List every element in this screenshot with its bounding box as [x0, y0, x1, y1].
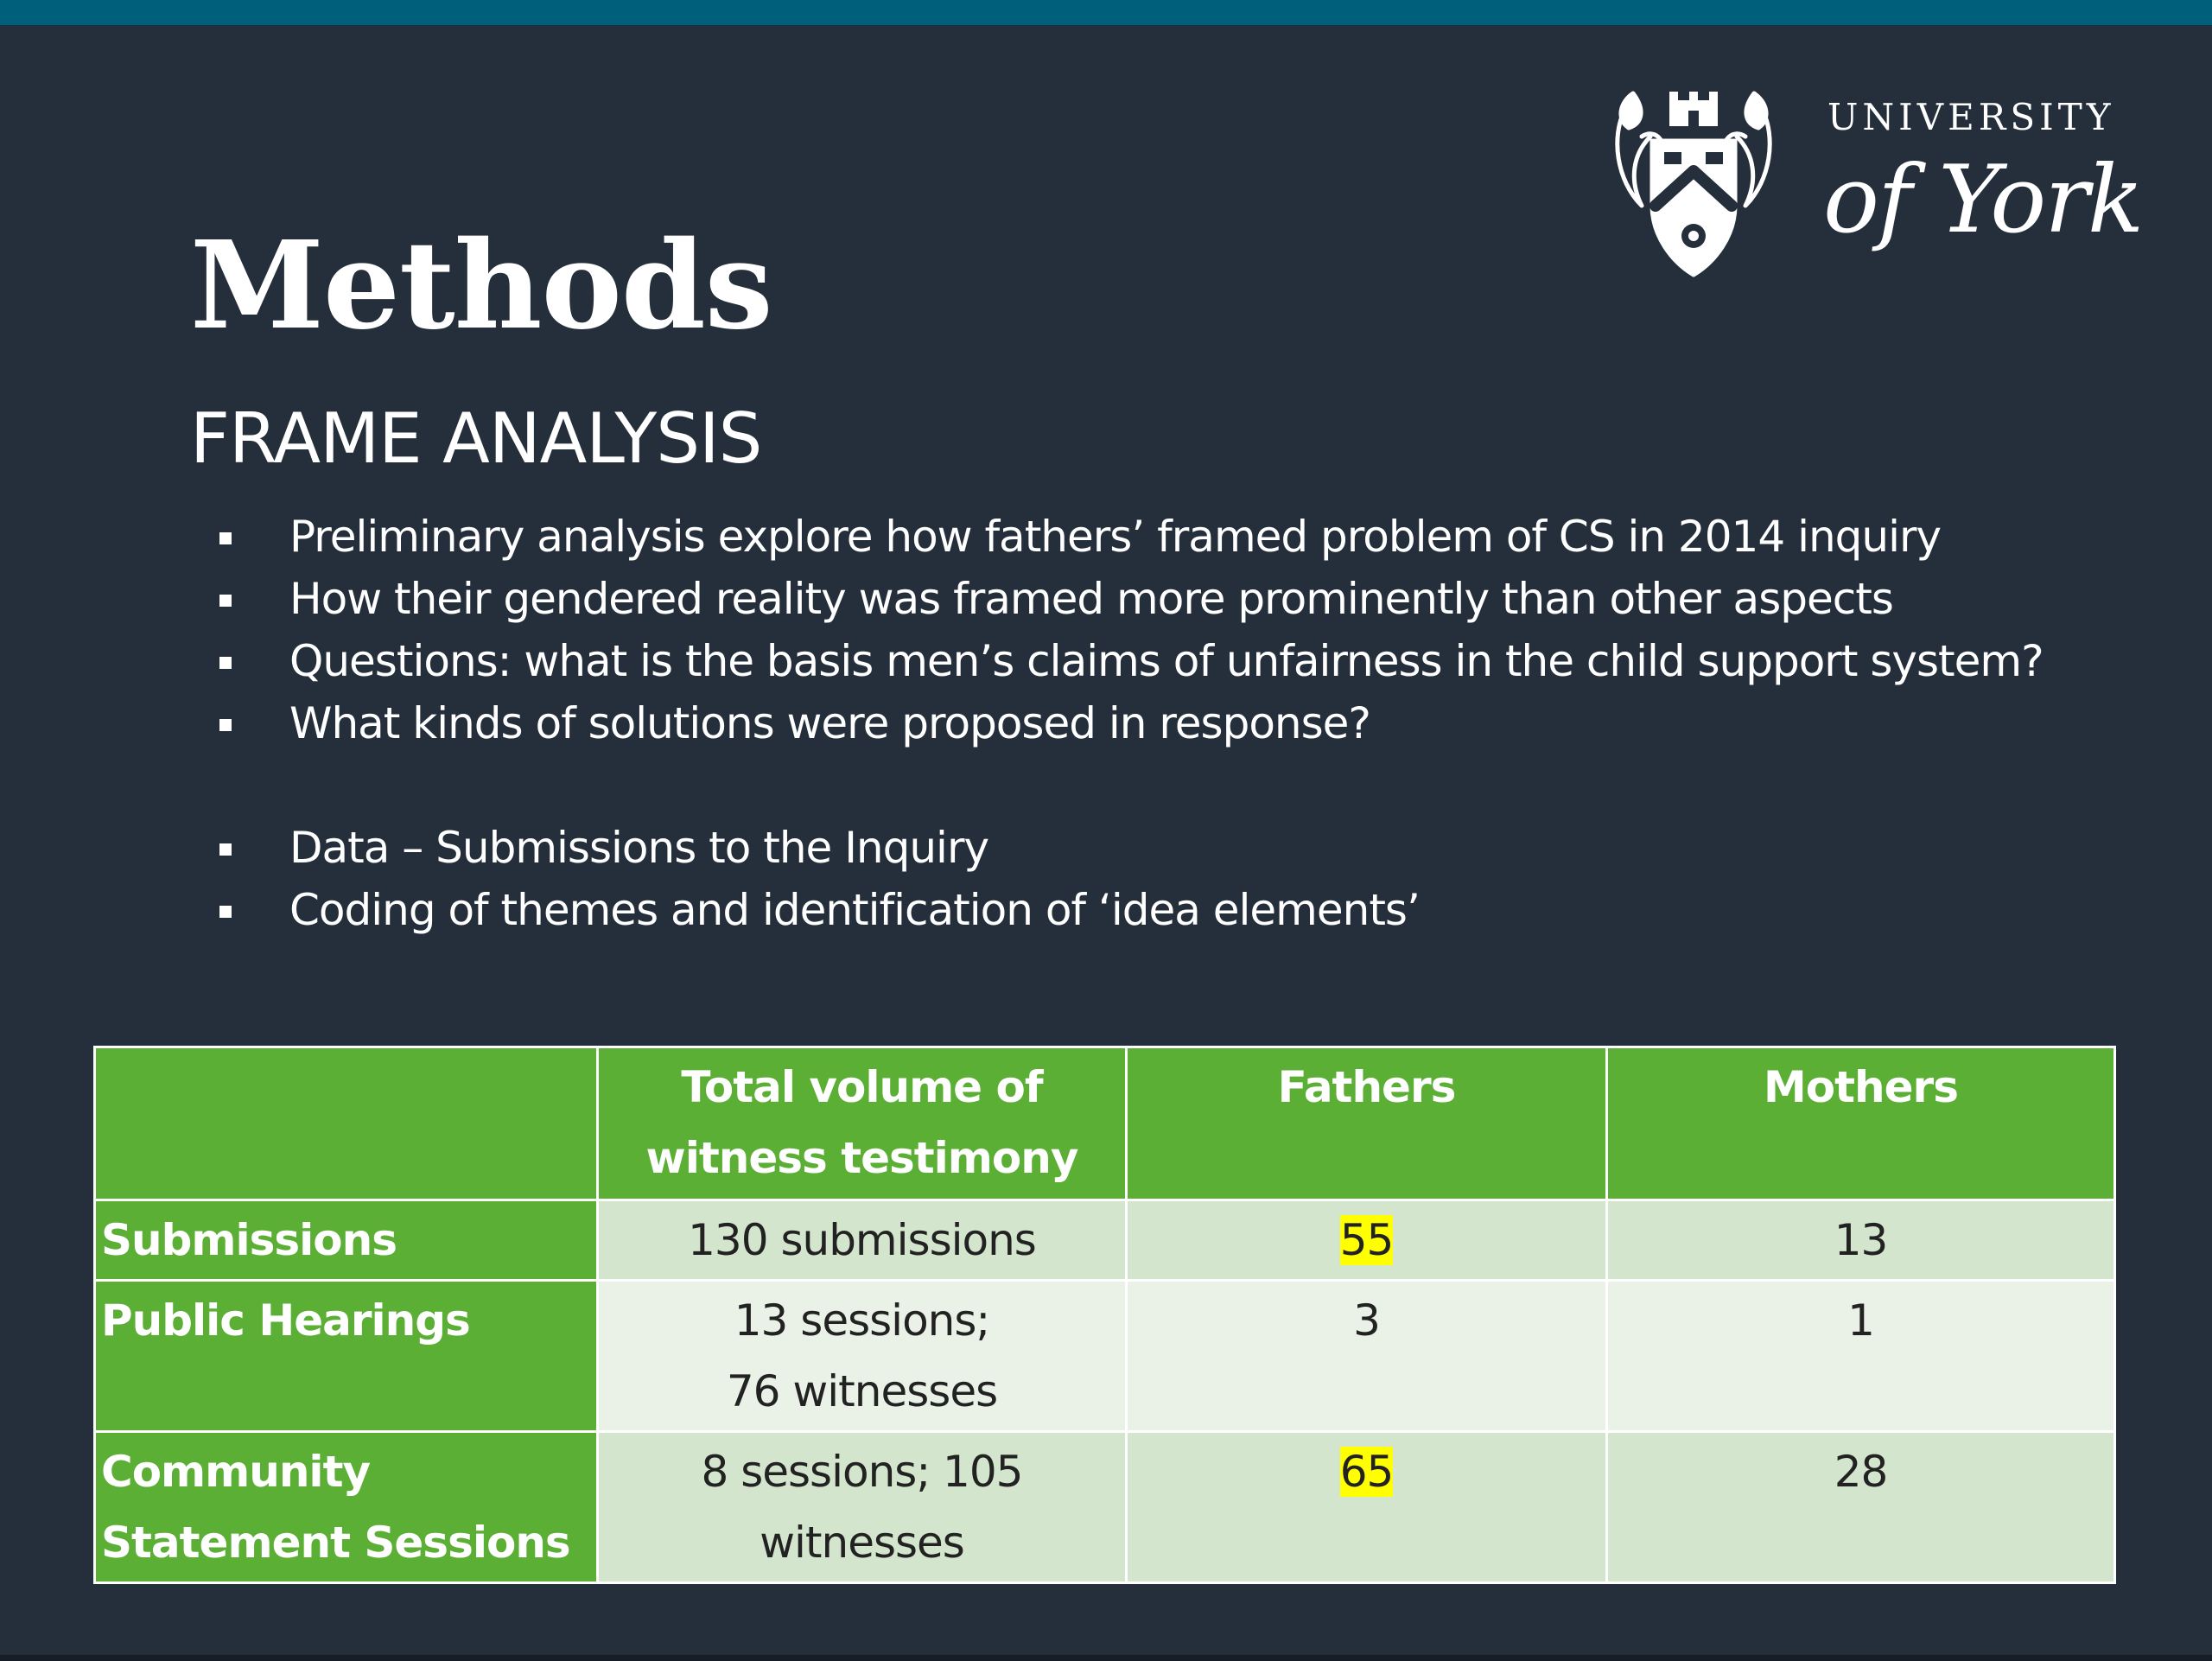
table-header-fathers: Fathers — [1125, 1046, 1608, 1201]
bullet-item: Coding of themes and identification of ‘… — [216, 879, 2177, 941]
cell-total: 130 submissions — [596, 1199, 1128, 1282]
bullet-square-icon — [219, 657, 232, 669]
highlighted-value: 55 — [1339, 1215, 1394, 1265]
row-label: Community Statement Sessions — [93, 1430, 599, 1584]
bullet-square-icon — [219, 719, 232, 731]
bullet-list: Preliminary analysis explore how fathers… — [216, 506, 2177, 941]
table-header-row: Total volume of witness testimony Father… — [93, 1046, 2116, 1201]
cell-mothers: 13 — [1605, 1199, 2116, 1282]
bottom-accent-bar — [0, 1655, 2212, 1661]
bullet-text: Coding of themes and identification of ‘… — [289, 885, 1421, 935]
table-row: Community Statement Sessions 8 sessions;… — [93, 1430, 2116, 1584]
bullet-square-icon — [219, 906, 232, 918]
bullet-square-icon — [219, 595, 232, 607]
cell-fathers: 65 — [1125, 1430, 1608, 1584]
table-row: Public Hearings 13 sessions; 76 witnesses… — [93, 1279, 2116, 1433]
bullet-spacer — [216, 754, 2177, 817]
bullet-item: Data – Submissions to the Inquiry — [216, 817, 2177, 879]
bullet-item: Questions: what is the basis men’s claim… — [216, 630, 2177, 692]
bullet-item: Preliminary analysis explore how fathers… — [216, 506, 2177, 568]
cell-total-line: 13 sessions; — [734, 1295, 990, 1346]
table-header-mothers: Mothers — [1605, 1046, 2116, 1201]
cell-fathers: 3 — [1125, 1279, 1608, 1433]
bullet-square-icon — [219, 532, 232, 544]
cell-total-line: 130 submissions — [688, 1215, 1037, 1265]
bullet-item: How their gendered reality was framed mo… — [216, 568, 2177, 630]
bullet-text: Data – Submissions to the Inquiry — [289, 823, 989, 873]
cell-total: 8 sessions; 105 witnesses — [596, 1430, 1128, 1584]
cell-mothers: 1 — [1605, 1279, 2116, 1433]
bullet-item: What kinds of solutions were proposed in… — [216, 692, 2177, 754]
top-accent-bar — [0, 0, 2212, 25]
table-row: Submissions 130 submissions 55 13 — [93, 1199, 2116, 1282]
slide-title: Methods — [190, 215, 773, 357]
logo-text-university: UNIVERSITY — [1827, 96, 2114, 138]
university-crest-icon — [1615, 91, 1772, 277]
logo-text-of-york: of York — [1823, 146, 2142, 254]
cell-mothers: 28 — [1605, 1430, 2116, 1584]
row-label: Public Hearings — [93, 1279, 599, 1433]
university-logo: UNIVERSITY of York — [1615, 91, 2143, 277]
table-header-empty — [93, 1046, 599, 1201]
cell-total: 13 sessions; 76 witnesses — [596, 1279, 1128, 1433]
bullet-text: Questions: what is the basis men’s claim… — [289, 636, 2044, 686]
highlighted-value: 65 — [1339, 1447, 1394, 1497]
cell-total-line: 8 sessions; 105 — [701, 1447, 1023, 1497]
cell-fathers: 55 — [1125, 1199, 1608, 1282]
bullet-text: Preliminary analysis explore how fathers… — [289, 512, 1942, 562]
testimony-table: Total volume of witness testimony Father… — [93, 1046, 2116, 1584]
table-header-total: Total volume of witness testimony — [596, 1046, 1128, 1201]
cell-total-line: witnesses — [760, 1518, 965, 1568]
slide-subtitle: FRAME ANALYSIS — [190, 398, 762, 479]
bullet-text: What kinds of solutions were proposed in… — [289, 698, 1371, 748]
bullet-square-icon — [219, 843, 232, 856]
cell-total-line: 76 witnesses — [726, 1366, 998, 1416]
row-label: Submissions — [93, 1199, 599, 1282]
bullet-text: How their gendered reality was framed mo… — [289, 574, 1894, 624]
